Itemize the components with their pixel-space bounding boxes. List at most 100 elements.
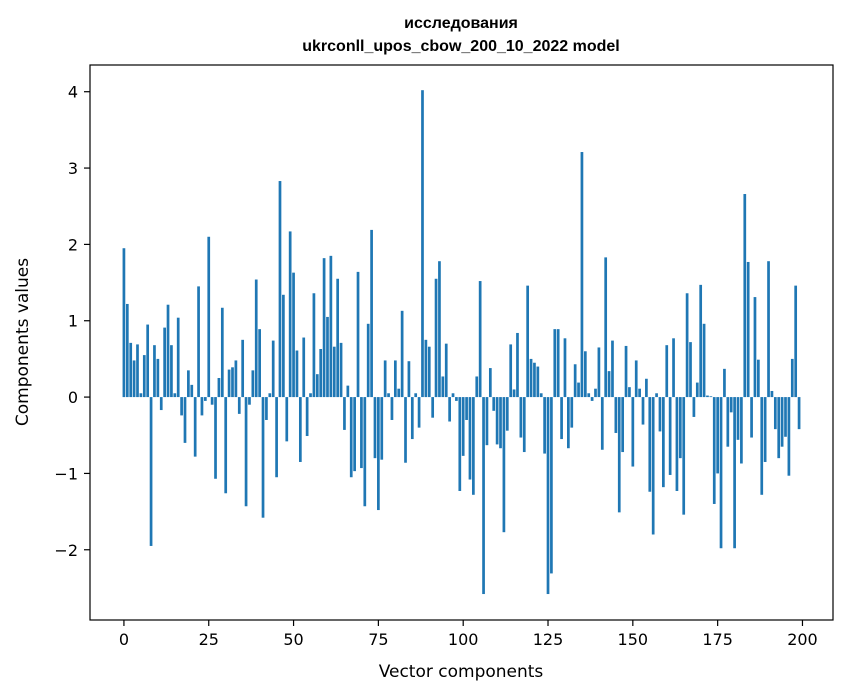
bar: [784, 397, 787, 437]
bar: [522, 397, 526, 453]
bar: [282, 294, 285, 398]
bar: [767, 261, 770, 398]
bar: [594, 388, 597, 398]
x-tick-label: 175: [702, 630, 733, 649]
bar: [597, 347, 601, 398]
bar: [757, 359, 760, 398]
bar: [495, 397, 499, 445]
bar: [482, 397, 485, 595]
bar: [648, 397, 652, 492]
bar: [723, 368, 726, 398]
bar: [645, 378, 648, 398]
bar: [692, 397, 696, 417]
bar: [339, 342, 343, 398]
bar: [427, 346, 431, 398]
bar: [780, 397, 784, 447]
x-tick-label: 200: [787, 630, 818, 649]
bar: [519, 397, 523, 438]
bar: [580, 152, 584, 398]
bar: [414, 393, 418, 398]
bar: [312, 293, 316, 398]
bar: [638, 388, 641, 398]
bar: [516, 332, 519, 398]
y-tick-label: 4: [68, 83, 78, 102]
x-axis-ticks: 0 25 50 75 100 125 150 175 200: [119, 620, 818, 649]
bar: [563, 338, 567, 398]
bar: [689, 342, 692, 398]
bar: [271, 340, 275, 398]
bar: [234, 360, 238, 398]
bar: [740, 397, 743, 464]
bar: [129, 342, 133, 398]
bar: [275, 397, 278, 478]
bar: [329, 255, 333, 398]
bar: [455, 397, 458, 401]
y-tick-label: −1: [54, 464, 78, 483]
bar: [241, 339, 245, 398]
bar: [248, 397, 251, 405]
bar: [736, 397, 740, 440]
bar: [363, 397, 367, 507]
bar: [709, 396, 713, 398]
bar: [139, 393, 143, 398]
bar: [373, 397, 377, 459]
bar: [539, 393, 543, 398]
bar: [400, 310, 404, 398]
bar: [729, 397, 733, 413]
bar: [441, 376, 445, 398]
bar: [404, 397, 407, 463]
bar: [760, 397, 764, 495]
bar: [719, 397, 723, 549]
bar: [326, 316, 329, 398]
bar: [733, 397, 736, 549]
bar: [695, 382, 699, 398]
bar: [214, 397, 217, 479]
bar: [343, 397, 346, 430]
bar: [631, 397, 635, 467]
bar: [611, 340, 614, 398]
y-tick-label: −2: [54, 541, 78, 560]
bar: [176, 317, 180, 398]
bar: [458, 397, 462, 491]
bar: [665, 345, 669, 398]
bar: [567, 397, 570, 449]
bar: [244, 397, 248, 507]
bar: [298, 397, 302, 462]
bar: [153, 345, 156, 398]
bar: [488, 368, 492, 398]
bar: [288, 231, 292, 398]
bar: [662, 397, 665, 488]
y-tick-label: 3: [68, 159, 78, 178]
bar: [410, 397, 414, 440]
bar: [699, 284, 703, 398]
bar: [187, 370, 190, 398]
bar: [305, 397, 309, 437]
bar: [125, 303, 129, 398]
bar: [431, 397, 435, 418]
bar: [706, 395, 709, 398]
bar: [142, 355, 146, 398]
bar: [353, 397, 356, 472]
bar: [604, 257, 608, 398]
bar: [614, 397, 618, 433]
bar: [475, 376, 479, 398]
bar: [492, 397, 496, 411]
bar: [122, 248, 126, 398]
bar: [146, 324, 150, 398]
bar: [621, 397, 625, 453]
bar: [682, 397, 686, 515]
x-tick-label: 125: [533, 630, 564, 649]
bar: [366, 323, 370, 398]
bar: [773, 397, 777, 430]
bar: [380, 397, 384, 460]
bar: [231, 367, 234, 398]
bar: [448, 397, 451, 422]
bar: [472, 397, 475, 495]
bar: [502, 397, 506, 533]
x-tick-label: 0: [119, 630, 129, 649]
bar: [675, 397, 679, 491]
bar: [156, 358, 160, 398]
x-tick-label: 150: [618, 630, 649, 649]
chart-title-line-2: ukrconll_upos_cbow_200_10_2022 model: [302, 38, 619, 55]
